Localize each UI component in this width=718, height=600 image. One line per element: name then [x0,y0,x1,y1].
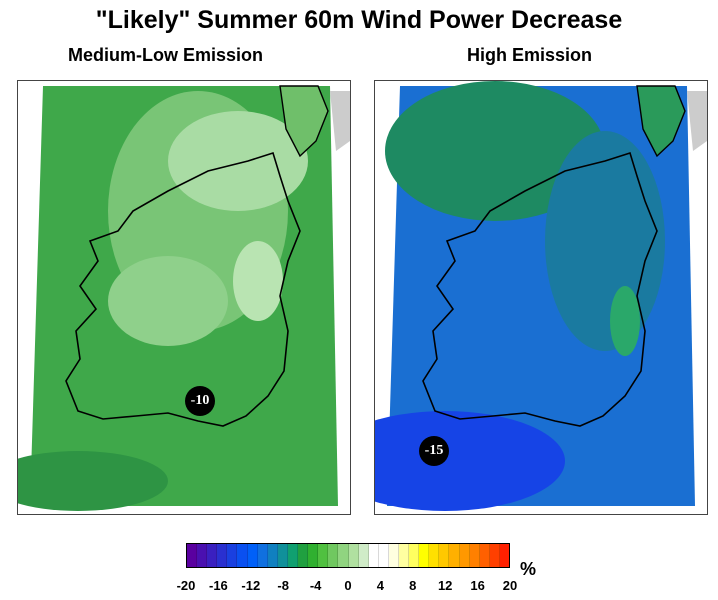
panel-title-medium-low: Medium-Low Emission [68,45,264,65]
colorbar-cell [409,544,420,567]
colorbar-cell [479,544,490,567]
mottle-patch [108,256,228,346]
mottle-patch [18,451,168,511]
colorbar-cell [298,544,309,567]
colorbar-cell [459,544,470,567]
colorbar-cell [207,544,218,567]
map-panel-medium-low: -10 [17,80,351,515]
colorbar-cell [368,544,379,567]
colorbar-cell [449,544,460,567]
colorbar-cell [388,544,399,567]
mottle-patch [168,111,308,211]
colorbar-cell [338,544,349,567]
colorbar-tick-label: 0 [344,578,352,593]
colorbar-cell [287,544,299,567]
colorbar-cell [358,544,369,567]
colorbar-cell [429,544,440,567]
colorbar-tick-label: 20 [502,578,518,593]
colorbar-tick-label: -12 [241,578,261,593]
colorbar-cell [439,544,450,567]
colorbar-cell [469,544,480,567]
mottle-patch [233,241,283,321]
colorbar-cell [267,544,278,567]
colorbar-cell [227,544,238,567]
colorbar-tick-label: -8 [277,578,289,593]
colorbar-tick-label: 16 [470,578,485,593]
colorbar-tick-labels: -20 -16 -12 -8 -4 0 4 8 12 16 20 [177,578,518,596]
panel-title-high: High Emission [467,45,593,65]
colorbar-cell [308,544,319,567]
map-title: "Likely" Summer 60m Wind Power Decrease [95,6,623,34]
colorbar-tick-label: 12 [437,578,453,593]
coastline-scotland [279,85,329,158]
colorbar-cell [328,544,339,567]
colorbar-cell [398,544,410,567]
colorbar-unit: % [520,559,537,579]
colorbar-tick-label: 8 [409,578,417,593]
colorbar-tick-label: -16 [208,578,228,593]
colorbar-cell [197,544,208,567]
coastline-scotland [636,85,686,158]
colorbar-tick-label: 4 [376,578,385,593]
coastline-ireland [65,151,301,427]
colorbar-cell [499,544,509,567]
marker-label: -15 [419,436,449,466]
colorbar-tick-label: -20 [176,578,196,593]
colorbar-cell [378,544,389,567]
mottle-patch [385,81,605,221]
colorbar-cell [489,544,500,567]
colorbar-cell [257,544,268,567]
coastline-ireland [422,151,658,427]
colorbar [186,543,510,568]
land-britain [330,91,350,151]
colorbar-cell [237,544,248,567]
colorbar-cell [318,544,329,567]
map-panel-high: -15 [374,80,708,515]
land-britain [687,91,707,151]
mottle-patch [375,411,565,511]
colorbar-cell [247,544,258,567]
mottle-patch [545,131,665,351]
marker-label: -10 [185,386,215,416]
mottle-patch [610,286,640,356]
colorbar-tick-label: -4 [309,578,322,593]
colorbar-cell [217,544,228,567]
colorbar-cell [187,544,198,567]
colorbar-cell [348,544,359,567]
colorbar-cell [419,544,430,567]
colorbar-cell [277,544,288,567]
